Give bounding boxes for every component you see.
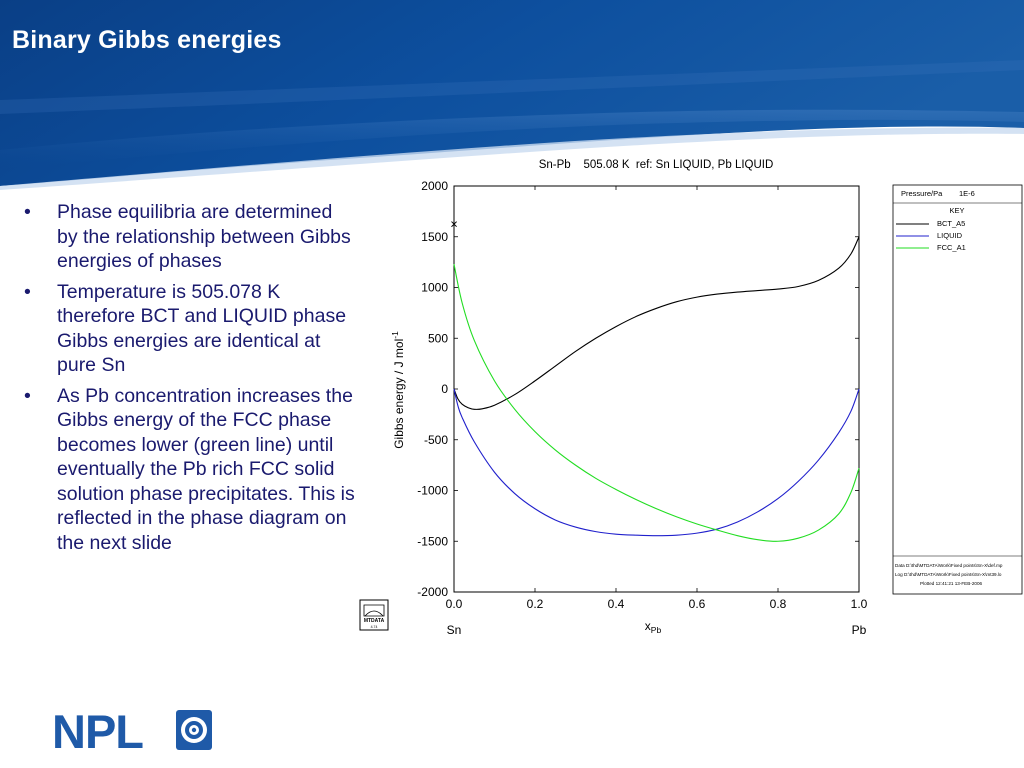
key-pressure-value: 1E-6 bbox=[959, 189, 975, 198]
bullet-item: • As Pb concentration increases the Gibbs… bbox=[20, 384, 355, 556]
key-title: KEY bbox=[949, 206, 964, 215]
key-panel: Pressure/Pa 1E-6 KEY BCT_A5LIQUIDFCC_A1 … bbox=[892, 184, 1023, 595]
legend-label: BCT_A5 bbox=[937, 219, 965, 228]
y-axis: 2000 1500 1000 500 0 -500 -1000 -1500 -2000 bbox=[417, 179, 859, 599]
y-tick-label: -1500 bbox=[417, 534, 448, 548]
x-axis-label: xPb bbox=[645, 619, 662, 635]
series-line-liquid bbox=[453, 388, 860, 537]
x-tick-label: 0.2 bbox=[527, 597, 544, 611]
legend: BCT_A5 LIQUID FCC_A1 bbox=[896, 219, 966, 252]
plot-frame bbox=[453, 185, 860, 593]
key-footer-log: Log D:\thd\MTDATA\Work\Fixed points\Sn-X… bbox=[895, 572, 1002, 577]
x-end-label-right: Pb bbox=[852, 623, 867, 637]
series-line-fcc-a1 bbox=[453, 264, 860, 542]
y-tick-label: 0 bbox=[441, 382, 448, 396]
x-tick-label: 0.8 bbox=[770, 597, 787, 611]
y-tick-label: 1000 bbox=[421, 281, 448, 295]
slide-title: Binary Gibbs energies bbox=[12, 25, 282, 54]
y-axis-label-sup: -1 bbox=[390, 331, 400, 339]
y-tick-label: -1000 bbox=[417, 484, 448, 498]
chart-title: Sn-Pb 505.08 K ref: Sn LIQUID, Pb LIQUID bbox=[539, 159, 774, 171]
x-axis: 0.0 0.2 0.4 0.6 0.8 1.0 bbox=[446, 186, 868, 611]
y-axis-label: Gibbs energy / J mol-1 bbox=[390, 331, 406, 449]
bullet-text: As Pb concentration increases the Gibbs … bbox=[57, 384, 355, 554]
x-axis-label-sub: Pb bbox=[651, 625, 662, 635]
mtdata-badge-version: 4.74 bbox=[371, 625, 378, 629]
y-tick-label: 1500 bbox=[421, 230, 448, 244]
key-pressure-label: Pressure/Pa bbox=[901, 189, 943, 198]
y-tick-label: -500 bbox=[424, 433, 448, 447]
bullet-marker: • bbox=[24, 201, 31, 223]
bullet-list: • Phase equilibria are determined by the … bbox=[20, 200, 355, 561]
series-line-bct-a5 bbox=[453, 236, 860, 410]
bullet-text: Phase equilibria are determined by the r… bbox=[57, 201, 351, 272]
y-tick-label: 2000 bbox=[421, 179, 448, 193]
header-banner bbox=[0, 0, 1024, 190]
mtdata-badge-text: MTDATA bbox=[364, 618, 385, 624]
mtdata-badge: MTDATA 4.74 bbox=[359, 599, 389, 631]
bullet-marker: • bbox=[24, 280, 31, 303]
gibbs-energy-chart: Sn-Pb 505.08 K ref: Sn LIQUID, Pb LIQUID… bbox=[359, 159, 1023, 637]
y-axis-label-main: Gibbs energy / J mol bbox=[392, 339, 406, 449]
bullet-item: • Phase equilibria are determined by the … bbox=[20, 200, 355, 274]
bullet-item: • Temperature is 505.078 K therefore BCT … bbox=[20, 280, 355, 378]
bullet-text: Temperature is 505.078 K therefore BCT a… bbox=[57, 280, 347, 377]
x-tick-label: 0.4 bbox=[608, 597, 625, 611]
series-layer bbox=[453, 236, 860, 542]
x-axis-label-main: x bbox=[645, 619, 651, 633]
y-tick-label: -2000 bbox=[417, 585, 448, 599]
npl-logo-text: NPL bbox=[52, 706, 143, 754]
reference-marker: × bbox=[450, 217, 458, 232]
x-tick-label: 0.0 bbox=[446, 597, 463, 611]
x-tick-label: 0.6 bbox=[689, 597, 706, 611]
npl-crest-icon bbox=[176, 710, 212, 750]
y-tick-label: 500 bbox=[428, 331, 448, 345]
npl-logo: NPL bbox=[52, 706, 212, 754]
x-end-label-left: Sn bbox=[447, 623, 462, 637]
key-footer-plotted: Plotted 12:41:21 13-FEB-2006 bbox=[920, 581, 983, 586]
key-footer-data: Data D:\thd\MTDATA\Work\Fixed points\Sn-… bbox=[895, 563, 1003, 568]
x-tick-label: 1.0 bbox=[851, 597, 868, 611]
legend-label: LIQUID bbox=[937, 231, 963, 240]
bullet-marker: • bbox=[24, 384, 31, 407]
legend-label: FCC_A1 bbox=[937, 243, 966, 252]
